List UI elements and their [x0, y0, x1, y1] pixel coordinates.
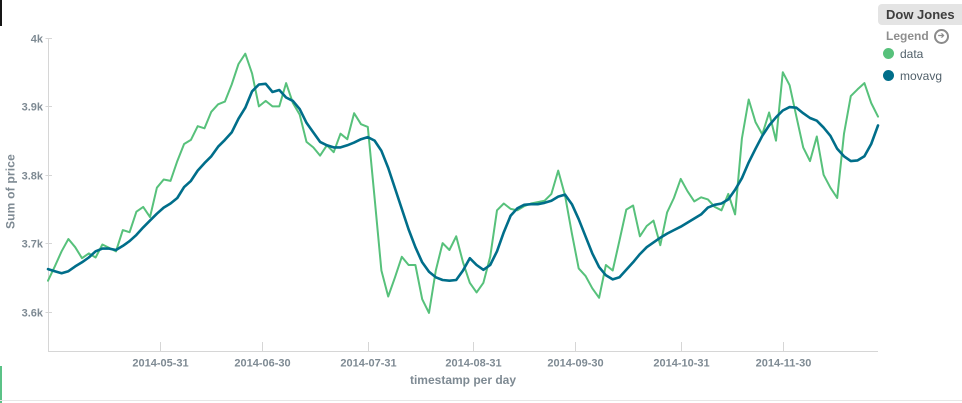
legend-item-data[interactable]: data: [883, 46, 924, 61]
x-tick-label: 2014-08-31: [445, 358, 501, 370]
series-color-dot-data: [883, 48, 894, 59]
movavg-series-line: [46, 82, 880, 283]
panel-bottom-border: [0, 400, 962, 401]
y-tick-label: 3.8k: [22, 171, 44, 183]
panel-title-text: Dow Jones: [886, 7, 955, 22]
series-color-dot-movavg: [883, 70, 894, 81]
legend-item-label: data: [900, 46, 924, 61]
screen-edge-artifact-top: [0, 0, 2, 26]
legend-item-movavg[interactable]: movavg: [883, 68, 943, 83]
legend-collapse-icon[interactable]: ➔: [933, 28, 949, 44]
x-tick-label: 2014-10-31: [653, 358, 709, 370]
data-series-line: [47, 52, 879, 314]
legend-item-label: movavg: [900, 68, 943, 83]
panel-title: Dow Jones: [878, 4, 962, 25]
screen-edge-artifact-bottom: [0, 366, 2, 403]
x-tick-label: 2014-11-30: [756, 358, 812, 370]
y-tick-label: 4k: [31, 34, 44, 46]
y-axis-title: Sum of price: [3, 153, 18, 230]
x-axis-title: timestamp per day: [409, 373, 517, 387]
x-tick-label: 2014-07-31: [340, 358, 396, 370]
axis-lines: [48, 38, 878, 352]
y-tick-label: 3.7k: [22, 239, 44, 251]
y-tick-label: 3.9k: [22, 102, 44, 114]
y-tick-label: 3.6k: [22, 308, 44, 320]
x-tick-label: 2014-05-31: [132, 358, 188, 370]
x-tick-label: 2014-06-30: [234, 358, 290, 370]
x-tick-label: 2014-09-30: [547, 358, 603, 370]
legend-label: Legend: [886, 29, 929, 43]
legend-header[interactable]: Legend ➔: [886, 28, 949, 44]
